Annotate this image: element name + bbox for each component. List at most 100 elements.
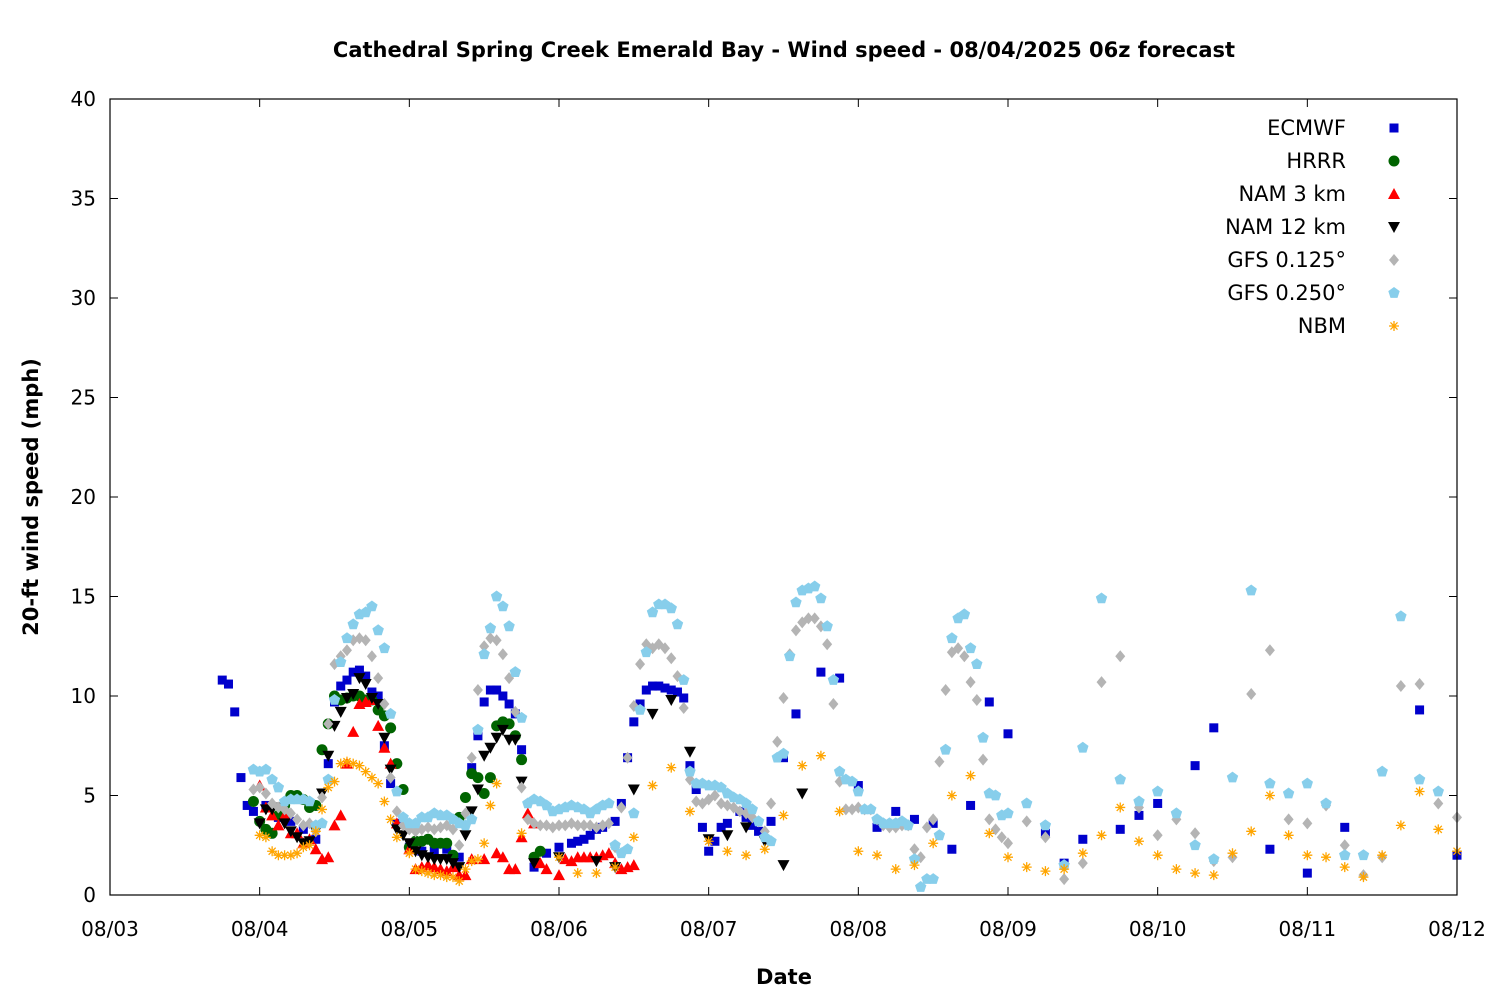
gfs-0-250-point	[977, 731, 989, 743]
hrrr-point	[459, 791, 471, 803]
legend-marker-nam-12-km	[1388, 222, 1400, 233]
ecmwf-point	[947, 844, 957, 854]
gfs-0-250-point	[1413, 773, 1426, 785]
gfs-0-125-point	[940, 684, 951, 697]
gfs-0-250-point	[1002, 807, 1014, 819]
hrrr-point	[516, 754, 528, 766]
nbm-point	[1040, 866, 1051, 877]
gfs-0-125-point	[840, 803, 851, 816]
nam-3-km-point	[322, 851, 335, 863]
gfs-0-125-point	[379, 697, 390, 710]
gfs-0-250-point	[790, 596, 802, 608]
gfs-0-125-point	[996, 831, 1007, 844]
ecmwf-point	[1134, 810, 1144, 820]
nam-12-km-point	[384, 764, 397, 776]
nam-12-km-point	[347, 689, 360, 701]
gfs-0-250-point	[609, 839, 621, 851]
gfs-0-125-point	[709, 789, 720, 802]
gfs-0-250-point	[1245, 584, 1257, 596]
nbm-point	[1339, 862, 1350, 873]
nbm-point	[928, 838, 939, 849]
nbm-series	[254, 750, 1462, 887]
y-axis-title: 20-ft wind speed (mph)	[19, 358, 43, 636]
legend-marker-nbm	[1389, 321, 1399, 331]
nbm-point	[354, 760, 365, 771]
gfs-0-250-point	[316, 817, 328, 829]
nbm-point	[965, 770, 976, 781]
x-tick-label: 08/07	[680, 917, 738, 941]
nbm-point	[890, 864, 901, 875]
gfs-0-125-point	[603, 817, 614, 830]
nbm-point	[1190, 868, 1201, 879]
legend-label-gfs-0-250: GFS 0.250°	[1227, 281, 1346, 305]
ecmwf-point	[891, 806, 901, 816]
nam-12-km-point	[403, 838, 416, 850]
nam-12-km-point	[446, 858, 459, 870]
nam-12-km-point	[397, 830, 410, 842]
gfs-0-125-point	[1115, 650, 1126, 663]
nbm-point	[472, 854, 483, 865]
gfs-0-250-point	[603, 797, 615, 809]
nam-3-km-point	[272, 819, 285, 831]
ecmwf-point	[485, 685, 495, 695]
gfs-0-250-point	[397, 811, 409, 823]
nbm-point	[759, 844, 770, 855]
x-tick-label: 08/05	[381, 917, 439, 941]
x-tick-label: 08/03	[81, 917, 139, 941]
nbm-point	[404, 848, 415, 859]
nam-12-km-point	[509, 734, 522, 746]
gfs-0-250-point	[865, 803, 877, 815]
gfs-0-125-point	[990, 823, 1001, 836]
nbm-point	[267, 846, 278, 857]
nbm-point	[273, 850, 284, 861]
nam-3-km-point	[496, 851, 509, 863]
ecmwf-point	[454, 852, 464, 862]
nbm-point	[1115, 802, 1126, 813]
gfs-0-125-point	[635, 658, 646, 671]
gfs-0-250-point	[540, 799, 553, 811]
ecmwf-point	[373, 691, 383, 701]
nam-12-km-point	[353, 673, 366, 685]
nbm-point	[479, 838, 490, 849]
ecmwf-point	[791, 709, 801, 719]
nbm-point	[423, 868, 434, 879]
legend-label-ecmwf: ECMWF	[1267, 116, 1346, 140]
gfs-0-250-point	[821, 620, 833, 632]
gfs-0-250-point	[958, 608, 971, 620]
gfs-0-125-point	[1096, 676, 1107, 689]
nam-12-km-point	[590, 856, 603, 868]
gfs-0-125-point	[1283, 813, 1294, 826]
gfs-0-250-point	[1077, 741, 1089, 753]
x-tick-label: 08/06	[530, 917, 588, 941]
gfs-0-125-point	[772, 735, 783, 748]
nbm-point	[1377, 850, 1388, 861]
nam-12-km-point	[471, 784, 484, 796]
hrrr-point	[441, 837, 453, 849]
gfs-0-125-point	[1339, 839, 1350, 852]
ecmwf-point	[286, 816, 296, 826]
ecmwf-point	[710, 836, 720, 846]
gfs-0-250-point	[1133, 795, 1145, 807]
gfs-0-125-point	[1395, 680, 1406, 693]
ecmwf-point	[1078, 834, 1088, 844]
nbm-point	[310, 826, 321, 837]
gfs-0-250-point	[1226, 771, 1239, 783]
gfs-0-250-point	[1208, 853, 1220, 864]
ecmwf-point	[354, 665, 364, 675]
ecmwf-point	[1209, 723, 1219, 733]
ecmwf-point	[311, 834, 321, 844]
gfs-0-250-point	[303, 795, 316, 807]
gfs-0-250-point	[490, 590, 503, 602]
gfs-0-250-point	[989, 789, 1002, 801]
gfs-0-125-point	[1433, 797, 1444, 810]
nam-12-km-point	[627, 784, 640, 796]
gfs-0-250-point	[777, 747, 790, 759]
nbm-point	[610, 862, 621, 873]
y-tick-label: 5	[83, 784, 96, 808]
ecmwf-point	[492, 685, 502, 695]
gfs-0-125-point	[479, 640, 490, 653]
ecmwf-point	[679, 693, 689, 703]
ecmwf-point	[230, 707, 240, 717]
x-tick-label: 08/11	[1279, 917, 1337, 941]
hrrr-point	[534, 845, 546, 857]
